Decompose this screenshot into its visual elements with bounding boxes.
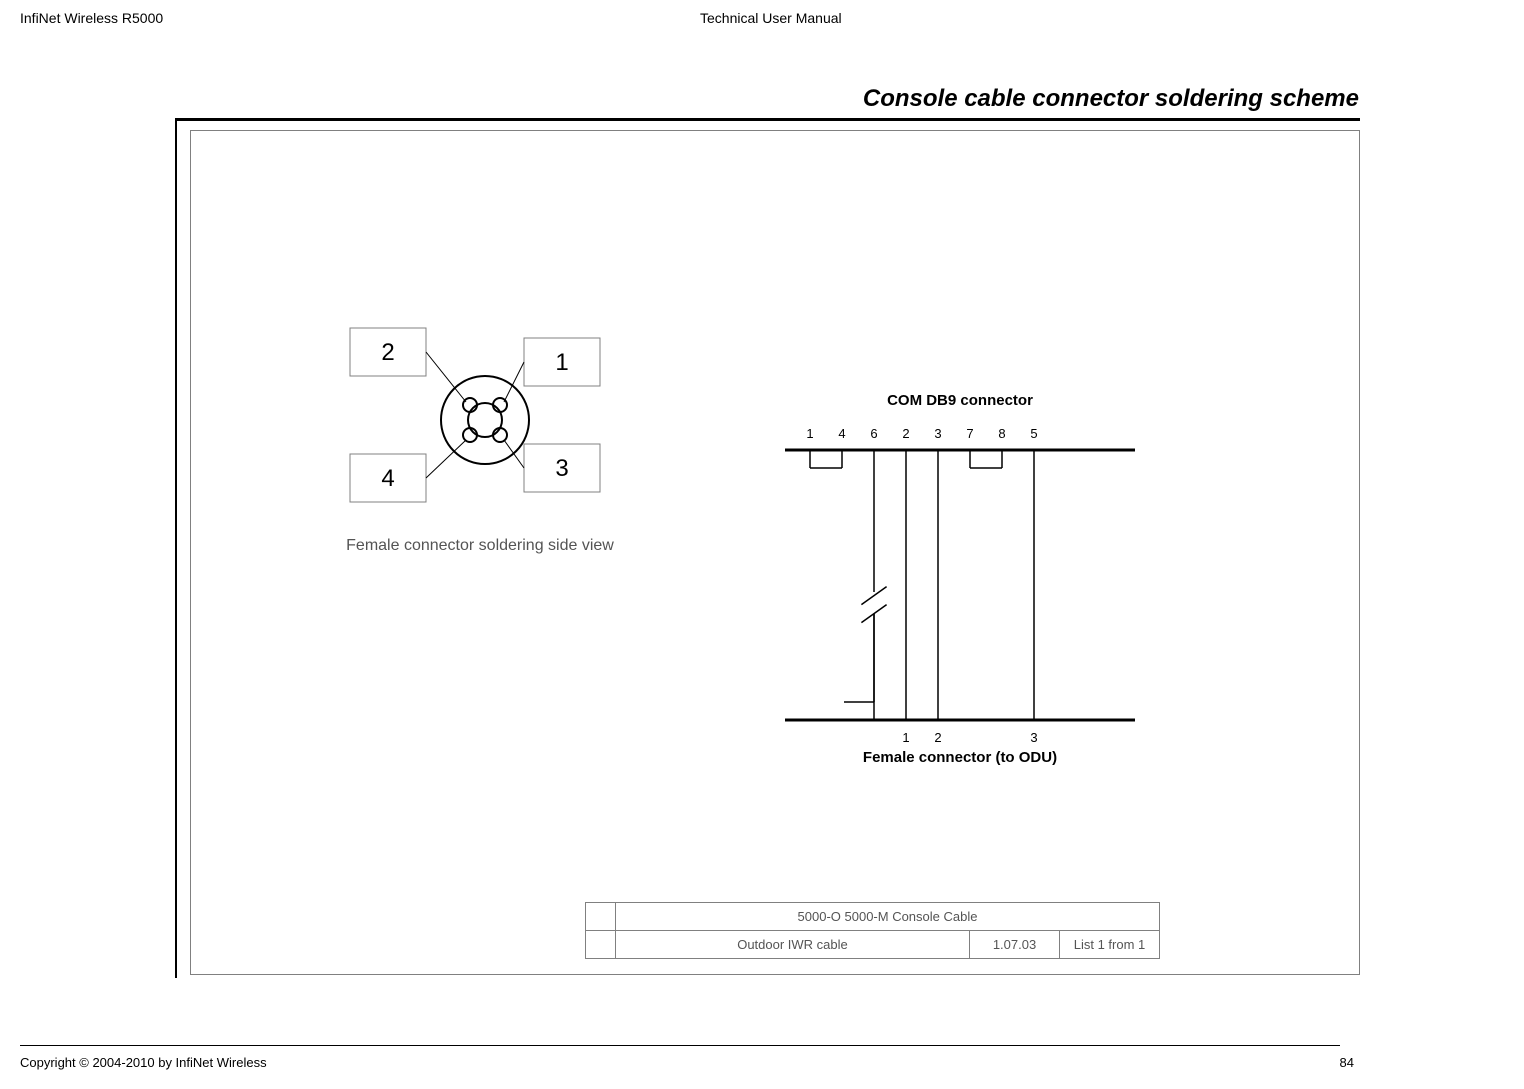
svg-text:1: 1 <box>902 730 909 745</box>
left-rule <box>175 118 177 978</box>
table-row1: 5000-O 5000-M Console Cable <box>616 903 1160 931</box>
svg-text:2: 2 <box>381 339 394 366</box>
svg-text:Female connector (to ODU): Female connector (to ODU) <box>863 749 1057 766</box>
diagram-svg: 2 1 4 3 Female connector soldering side view… <box>190 130 1360 975</box>
header-left: InfiNet Wireless R5000 <box>20 10 163 26</box>
table-cell-empty <box>586 903 616 931</box>
svg-text:1: 1 <box>806 426 813 441</box>
table-cable-name: Outdoor IWR cable <box>616 931 970 959</box>
svg-text:3: 3 <box>1030 730 1037 745</box>
svg-text:COM DB9 connector: COM DB9 connector <box>887 392 1033 409</box>
info-table: 5000-O 5000-M Console Cable Outdoor IWR … <box>585 902 1160 959</box>
table-cell-empty2 <box>586 931 616 959</box>
table-list: List 1 from 1 <box>1060 931 1160 959</box>
svg-text:6: 6 <box>870 426 877 441</box>
table-date: 1.07.03 <box>970 931 1060 959</box>
header-right: Technical User Manual <box>700 10 842 26</box>
footer-copyright: Copyright © 2004-2010 by InfiNet Wireles… <box>20 1055 267 1070</box>
svg-text:4: 4 <box>381 465 394 492</box>
section-title: Console cable connector soldering scheme <box>863 85 1359 113</box>
svg-text:2: 2 <box>902 426 909 441</box>
svg-text:7: 7 <box>966 426 973 441</box>
svg-text:2: 2 <box>934 730 941 745</box>
svg-text:3: 3 <box>934 426 941 441</box>
footer-rule <box>20 1045 1340 1046</box>
page-number: 84 <box>1340 1055 1354 1070</box>
svg-text:4: 4 <box>838 426 845 441</box>
svg-text:Female connector soldering sid: Female connector soldering side view <box>346 537 614 554</box>
svg-text:8: 8 <box>998 426 1005 441</box>
svg-text:1: 1 <box>555 349 568 376</box>
title-rule <box>175 118 1360 121</box>
svg-text:3: 3 <box>555 455 568 482</box>
svg-text:5: 5 <box>1030 426 1037 441</box>
